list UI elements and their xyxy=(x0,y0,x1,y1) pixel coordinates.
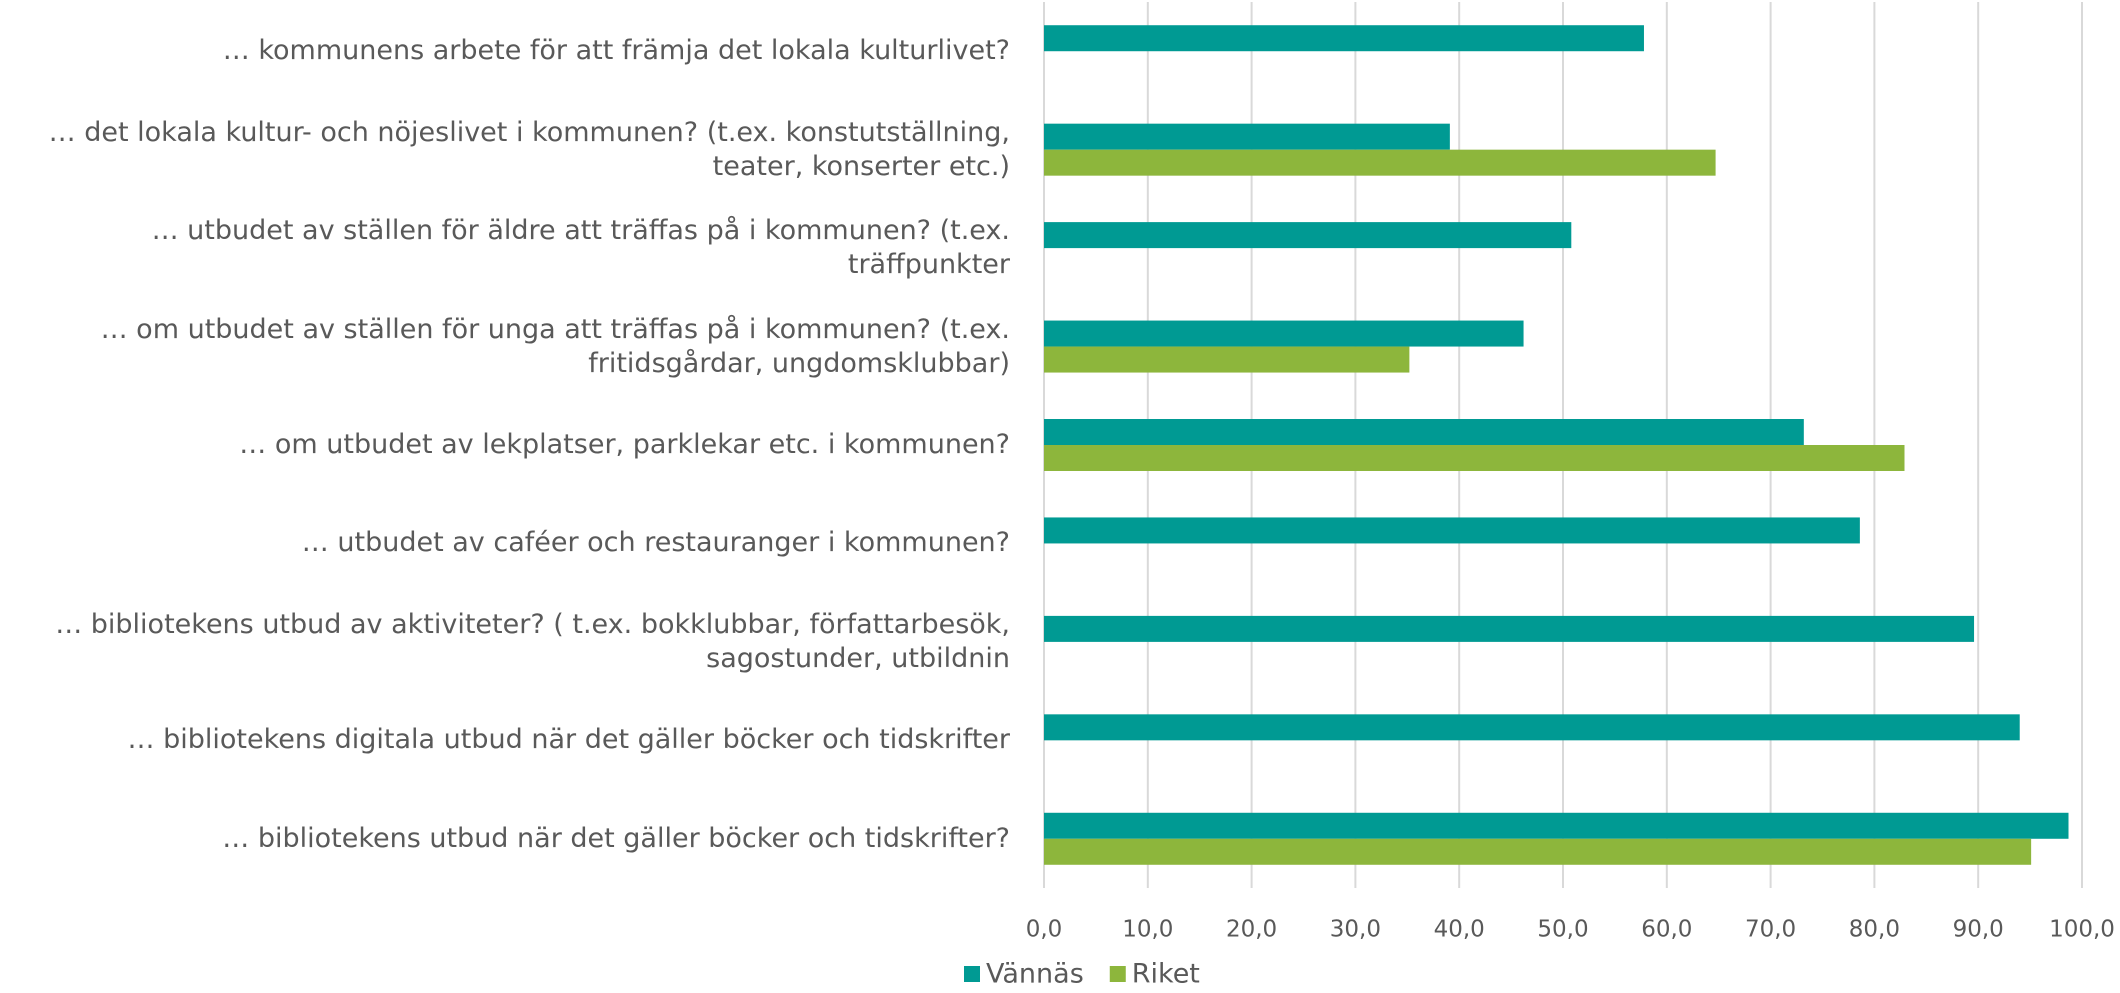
category-label: … bibliotekens digitala utbud när det gä… xyxy=(127,724,1010,756)
category-label: … utbudet av caféer och restauranger i k… xyxy=(301,527,1010,559)
legend-swatch xyxy=(1109,966,1126,982)
bar xyxy=(1044,149,1716,176)
bar xyxy=(1044,517,1860,544)
legend-label: Vännäs xyxy=(986,959,1084,990)
legend-label: Riket xyxy=(1132,959,1200,990)
bar xyxy=(1044,419,1804,445)
bar xyxy=(1044,812,2069,839)
bar xyxy=(1044,445,1905,471)
x-tick-label: 100,0 xyxy=(2049,917,2115,943)
bar xyxy=(1044,838,2032,865)
x-tick-label: 70,0 xyxy=(1745,917,1796,943)
bar xyxy=(1044,320,1524,347)
bar xyxy=(1044,222,1572,249)
x-tick-label: 60,0 xyxy=(1641,917,1692,943)
bar xyxy=(1044,25,1644,52)
category-label: … det lokala kultur- och nöjeslivet i ko… xyxy=(48,116,1010,182)
category-label: … om utbudet av lekplatser, parklekar et… xyxy=(239,428,1010,460)
category-label: … om utbudet av ställen för unga att trä… xyxy=(100,313,1010,379)
bar xyxy=(1044,123,1450,150)
category-label: … bibliotekens utbud av aktiviteter? ( t… xyxy=(55,608,1010,674)
x-tick-label: 20,0 xyxy=(1226,917,1277,943)
bar xyxy=(1044,714,2020,741)
category-label: … kommunens arbete för att främja det lo… xyxy=(222,35,1010,67)
x-tick-label: 40,0 xyxy=(1434,917,1485,943)
x-tick-label: 90,0 xyxy=(1953,917,2004,943)
x-tick-label: 0,0 xyxy=(1026,917,1063,943)
bar xyxy=(1044,615,1975,642)
category-label: … utbudet av ställen för äldre att träff… xyxy=(151,215,1010,281)
x-tick-label: 10,0 xyxy=(1122,917,1173,943)
x-tick-label: 80,0 xyxy=(1849,917,1900,943)
legend-swatch xyxy=(964,966,980,982)
bar xyxy=(1044,346,1410,373)
x-tick-label: 50,0 xyxy=(1537,917,1588,943)
x-tick-label: 30,0 xyxy=(1330,917,1381,943)
category-label: … bibliotekens utbud när det gäller böck… xyxy=(222,822,1010,854)
